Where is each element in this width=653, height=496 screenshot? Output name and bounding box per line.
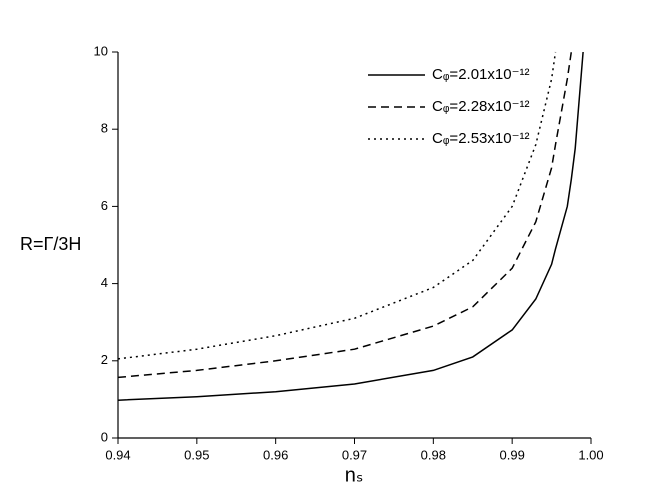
y-axis-label: R=Γ/3H: [20, 234, 81, 254]
legend-label: Cᵩ=2.01x10⁻¹²: [432, 66, 529, 83]
x-tick-label: 1.00: [578, 447, 603, 462]
x-tick-label: 0.98: [421, 447, 446, 462]
y-tick-label: 10: [94, 43, 108, 58]
series-line: [117, 51, 584, 401]
series-line: [117, 51, 573, 379]
y-tick-label: 2: [101, 352, 108, 367]
x-tick-label: 0.99: [500, 447, 525, 462]
series-line: [117, 51, 557, 360]
x-tick-label: 0.97: [342, 447, 367, 462]
y-tick-label: 0: [101, 429, 108, 444]
y-tick-label: 8: [101, 121, 108, 136]
legend-label: Cᵩ=2.53x10⁻¹²: [432, 130, 529, 147]
x-axis-label: nₛ: [345, 464, 364, 486]
y-tick-label: 6: [101, 198, 108, 213]
x-tick-label: 0.94: [105, 447, 130, 462]
legend-label: Cᵩ=2.28x10⁻¹²: [432, 98, 529, 115]
y-tick-label: 4: [101, 275, 108, 290]
x-tick-label: 0.95: [184, 447, 209, 462]
x-tick-label: 0.96: [263, 447, 288, 462]
